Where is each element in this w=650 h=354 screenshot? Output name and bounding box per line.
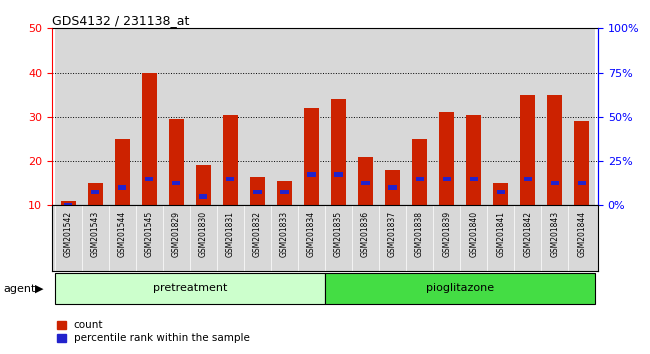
Text: GSM201545: GSM201545 xyxy=(145,211,154,257)
Text: GSM201836: GSM201836 xyxy=(361,211,370,257)
Bar xyxy=(190,28,217,205)
Text: GDS4132 / 231138_at: GDS4132 / 231138_at xyxy=(52,14,189,27)
Bar xyxy=(568,28,595,205)
Bar xyxy=(61,201,75,205)
Bar xyxy=(162,28,190,205)
Bar xyxy=(91,190,99,194)
Bar xyxy=(196,166,211,205)
Bar xyxy=(358,156,373,205)
Bar xyxy=(578,181,586,185)
Bar xyxy=(415,177,424,181)
Bar xyxy=(280,190,289,194)
Text: GSM201840: GSM201840 xyxy=(469,211,478,257)
Text: GSM201835: GSM201835 xyxy=(334,211,343,257)
Text: GSM201542: GSM201542 xyxy=(64,211,73,257)
Text: ▶: ▶ xyxy=(34,284,44,293)
Bar xyxy=(298,28,325,205)
Bar xyxy=(64,203,72,207)
Bar xyxy=(541,28,568,205)
Bar xyxy=(200,194,207,199)
Bar xyxy=(385,170,400,205)
Legend: count, percentile rank within the sample: count, percentile rank within the sample xyxy=(57,320,250,343)
Bar xyxy=(547,95,562,205)
Bar xyxy=(217,28,244,205)
Bar xyxy=(250,177,265,205)
Text: GSM201829: GSM201829 xyxy=(172,211,181,257)
Text: GSM201837: GSM201837 xyxy=(388,211,397,257)
Text: GSM201543: GSM201543 xyxy=(91,211,99,257)
Bar xyxy=(439,113,454,205)
Bar xyxy=(352,28,379,205)
Bar xyxy=(172,181,181,185)
Bar xyxy=(412,139,427,205)
Bar xyxy=(82,28,109,205)
Text: GSM201842: GSM201842 xyxy=(523,211,532,257)
Bar xyxy=(223,115,238,205)
Bar xyxy=(389,185,396,190)
Bar xyxy=(244,28,271,205)
Text: GSM201838: GSM201838 xyxy=(415,211,424,257)
Bar xyxy=(142,73,157,205)
Text: GSM201834: GSM201834 xyxy=(307,211,316,257)
Bar xyxy=(433,28,460,205)
Bar xyxy=(226,177,235,181)
Text: GSM201844: GSM201844 xyxy=(577,211,586,257)
Bar xyxy=(335,172,343,177)
Bar xyxy=(469,177,478,181)
Bar xyxy=(109,28,136,205)
Text: GSM201833: GSM201833 xyxy=(280,211,289,257)
Bar xyxy=(136,28,162,205)
Bar xyxy=(145,177,153,181)
Bar xyxy=(493,183,508,205)
Bar xyxy=(406,28,433,205)
Bar xyxy=(304,108,319,205)
Bar xyxy=(277,181,292,205)
Bar xyxy=(460,28,488,205)
Bar xyxy=(118,185,126,190)
Bar xyxy=(325,28,352,205)
Text: GSM201832: GSM201832 xyxy=(253,211,262,257)
Bar xyxy=(520,95,535,205)
Bar xyxy=(331,99,346,205)
Bar xyxy=(55,273,325,304)
Bar xyxy=(488,28,514,205)
Text: GSM201830: GSM201830 xyxy=(199,211,208,257)
Bar xyxy=(254,190,261,194)
Text: GSM201841: GSM201841 xyxy=(496,211,505,257)
Bar xyxy=(575,121,589,205)
Text: GSM201843: GSM201843 xyxy=(551,211,559,257)
Text: GSM201839: GSM201839 xyxy=(442,211,451,257)
Text: GSM201544: GSM201544 xyxy=(118,211,127,257)
Bar xyxy=(88,183,103,205)
Bar xyxy=(551,181,559,185)
Bar xyxy=(115,139,130,205)
Bar xyxy=(497,190,505,194)
Bar xyxy=(307,172,315,177)
Bar xyxy=(466,115,481,205)
Bar xyxy=(443,177,450,181)
Bar xyxy=(514,28,541,205)
Text: agent: agent xyxy=(3,284,36,293)
Bar xyxy=(524,177,532,181)
Bar xyxy=(325,273,595,304)
Bar xyxy=(379,28,406,205)
Text: GSM201831: GSM201831 xyxy=(226,211,235,257)
Bar xyxy=(271,28,298,205)
Bar xyxy=(55,28,82,205)
Bar xyxy=(361,181,370,185)
Text: pioglitazone: pioglitazone xyxy=(426,283,494,293)
Text: pretreatment: pretreatment xyxy=(153,283,227,293)
Bar xyxy=(169,119,184,205)
